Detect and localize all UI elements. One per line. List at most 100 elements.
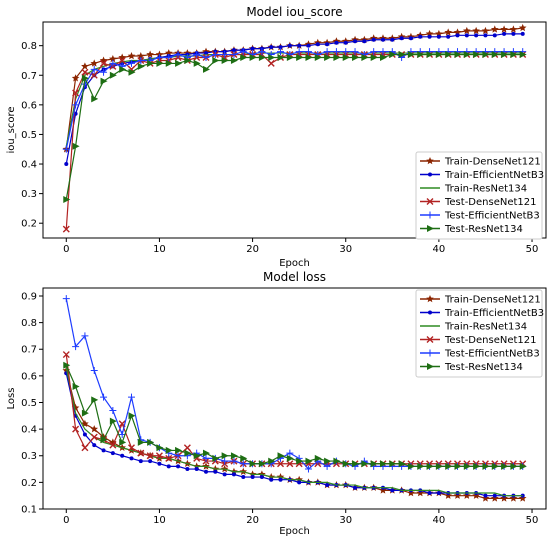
data-point bbox=[203, 65, 211, 73]
data-point bbox=[100, 436, 108, 444]
data-point bbox=[304, 48, 312, 56]
data-point bbox=[286, 460, 294, 468]
data-point bbox=[137, 438, 145, 446]
data-point bbox=[109, 406, 117, 414]
data-point bbox=[221, 452, 229, 460]
data-point bbox=[304, 465, 312, 473]
data-point bbox=[474, 33, 479, 38]
data-point bbox=[109, 54, 117, 63]
data-point bbox=[230, 457, 238, 465]
data-point bbox=[127, 59, 135, 67]
data-point bbox=[193, 59, 201, 67]
data-point bbox=[72, 142, 80, 150]
data-point bbox=[129, 456, 134, 461]
data-point bbox=[444, 28, 452, 36]
data-point bbox=[165, 454, 173, 462]
legend: Train-DenseNet121 Train-EfficientNetB3 Tra… bbox=[415, 289, 544, 378]
data-point bbox=[90, 367, 98, 375]
data-point bbox=[353, 485, 358, 490]
data-point bbox=[342, 54, 350, 62]
data-point bbox=[491, 462, 499, 470]
data-point bbox=[269, 477, 274, 482]
data-point bbox=[519, 51, 527, 59]
data-point bbox=[323, 48, 331, 56]
x-tick-label: 10 bbox=[153, 515, 166, 526]
data-point bbox=[156, 444, 164, 452]
data-point bbox=[127, 52, 136, 60]
data-point bbox=[147, 438, 155, 446]
data-point bbox=[64, 162, 69, 167]
data-point bbox=[407, 462, 415, 470]
data-point bbox=[100, 68, 108, 76]
data-point bbox=[370, 460, 378, 468]
data-point bbox=[325, 42, 330, 47]
data-point bbox=[164, 49, 173, 57]
data-point bbox=[109, 71, 117, 79]
data-point bbox=[176, 464, 181, 469]
series-train-efficientnetb3 bbox=[64, 371, 525, 498]
data-point bbox=[453, 491, 462, 499]
data-point bbox=[249, 54, 257, 62]
x-tick-label: 20 bbox=[246, 515, 259, 526]
y-tick-label: 0.8 bbox=[21, 318, 37, 329]
data-point bbox=[221, 56, 229, 64]
data-point bbox=[165, 54, 173, 62]
data-point bbox=[277, 460, 285, 468]
series-train-resnet134 bbox=[65, 367, 523, 497]
data-point bbox=[100, 393, 108, 401]
data-point bbox=[473, 51, 481, 59]
y-tick-label: 0.1 bbox=[21, 505, 37, 516]
data-point bbox=[379, 54, 387, 62]
data-point bbox=[90, 425, 99, 433]
x-tick-label: 40 bbox=[433, 244, 446, 255]
data-point bbox=[483, 493, 488, 498]
data-point bbox=[90, 65, 98, 73]
data-point bbox=[361, 460, 369, 468]
y-tick-label: 0.4 bbox=[21, 425, 37, 436]
data-point bbox=[455, 33, 460, 38]
data-point bbox=[509, 494, 518, 502]
data-point bbox=[213, 469, 218, 474]
legend-marker bbox=[426, 349, 434, 357]
data-point bbox=[137, 449, 145, 457]
chart-panel-2: Model loss 0 10 20 30 40 50 0.1 0.2 0.3 0.4 0.5 0.6 0… bbox=[6, 270, 547, 537]
data-point bbox=[481, 494, 490, 502]
data-point bbox=[454, 51, 462, 59]
data-point bbox=[314, 54, 322, 62]
legend-marker bbox=[426, 336, 434, 343]
data-point bbox=[500, 494, 508, 502]
data-point bbox=[490, 494, 499, 502]
data-point bbox=[91, 396, 99, 404]
data-point bbox=[211, 51, 219, 59]
data-point bbox=[343, 40, 348, 45]
data-point bbox=[230, 56, 238, 64]
legend-label: Train-EfficientNetB3 bbox=[444, 170, 544, 181]
series-line bbox=[65, 373, 523, 497]
data-point bbox=[362, 39, 367, 44]
data-point bbox=[380, 37, 385, 42]
legend-box bbox=[415, 151, 543, 240]
data-point bbox=[148, 459, 153, 464]
data-point bbox=[472, 26, 480, 35]
legend-marker bbox=[427, 225, 434, 232]
data-point bbox=[463, 26, 471, 35]
data-point bbox=[118, 56, 126, 64]
legend-marker bbox=[426, 211, 434, 219]
y-axis-label: iou_score bbox=[6, 106, 17, 153]
data-point bbox=[231, 472, 236, 477]
data-point bbox=[427, 34, 432, 39]
data-point bbox=[492, 493, 497, 498]
series-line bbox=[65, 367, 523, 497]
data-point bbox=[324, 457, 332, 465]
data-point bbox=[425, 29, 434, 38]
data-point bbox=[147, 59, 155, 67]
legend-box bbox=[415, 289, 543, 378]
legend-marker bbox=[428, 172, 432, 177]
data-point bbox=[390, 37, 395, 42]
data-point bbox=[435, 51, 443, 59]
legend-label: Test-DenseNet121 bbox=[444, 335, 537, 346]
data-point bbox=[370, 48, 378, 56]
legend-label: Test-ResNet134 bbox=[444, 224, 523, 235]
data-point bbox=[91, 95, 99, 103]
